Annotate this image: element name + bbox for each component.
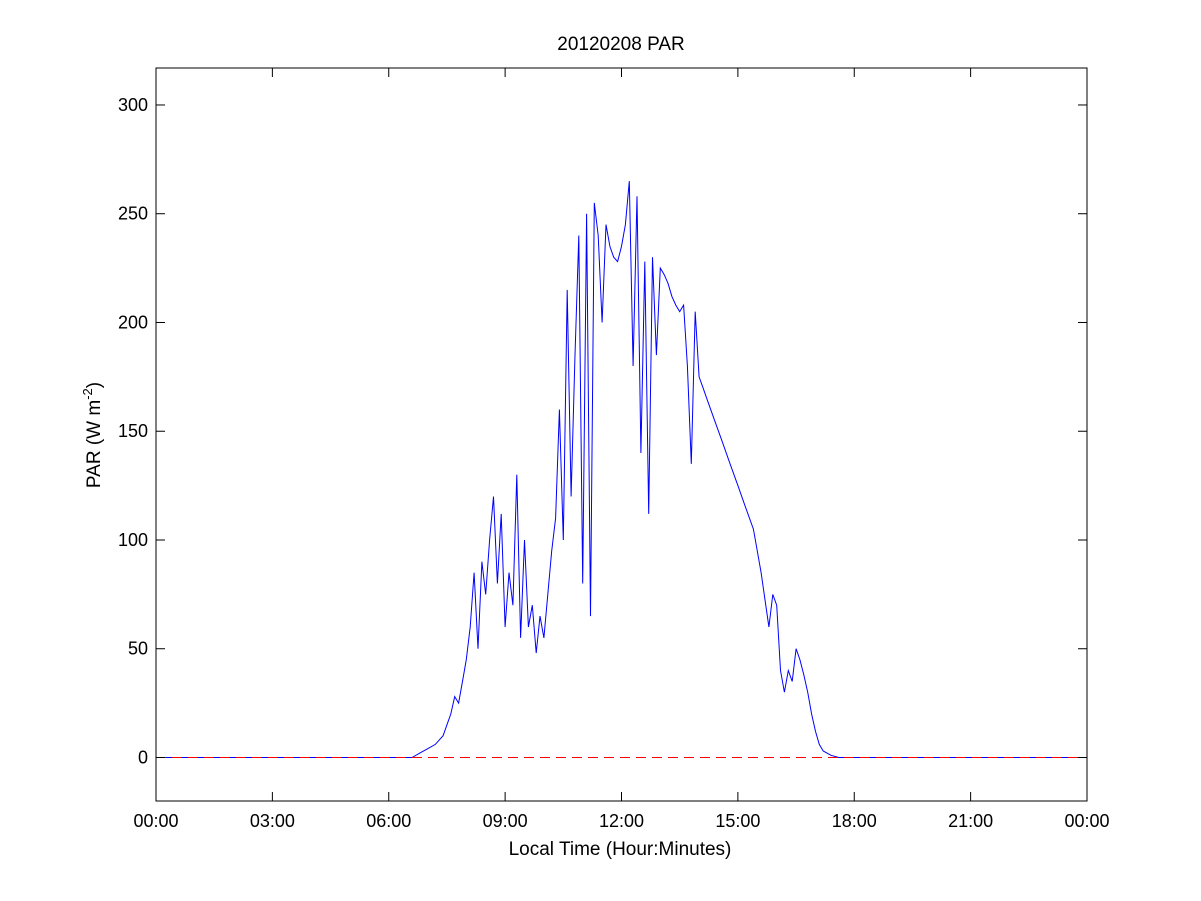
y-tick-label: 50: [128, 639, 148, 659]
y-tick-label: 200: [118, 312, 148, 332]
chart-title: 20120208 PAR: [557, 34, 684, 55]
x-tick-label: 00:00: [133, 811, 178, 831]
x-tick-label: 12:00: [599, 811, 644, 831]
x-axis-title: Local Time (Hour:Minutes): [509, 839, 732, 860]
y-axis-title-close: ): [84, 382, 105, 388]
y-tick-label: 100: [118, 530, 148, 550]
par-series-line: [156, 181, 1087, 758]
x-tick-label: 00:00: [1064, 811, 1109, 831]
y-tick-label: 150: [118, 421, 148, 441]
x-tick-label: 09:00: [483, 811, 528, 831]
y-axis-title-main: PAR (W m: [84, 400, 105, 488]
x-tick-label: 18:00: [832, 811, 877, 831]
y-tick-label: 0: [138, 747, 148, 767]
x-tick-label: 15:00: [715, 811, 760, 831]
y-axis-title: PAR (W m-2): [80, 382, 105, 488]
x-tick-label: 06:00: [366, 811, 411, 831]
series-layer: [156, 181, 1087, 758]
y-tick-label: 250: [118, 204, 148, 224]
plot-area: [156, 68, 1087, 801]
y-tick-label: 300: [118, 95, 148, 115]
x-tick-label: 03:00: [250, 811, 295, 831]
x-tick-label: 21:00: [948, 811, 993, 831]
y-axis-title-superscript: -2: [80, 388, 95, 400]
ticks-layer: 00:00 03:00 06:00 09:00 12:00 15:00 18:00 21:00…: [118, 68, 1110, 831]
